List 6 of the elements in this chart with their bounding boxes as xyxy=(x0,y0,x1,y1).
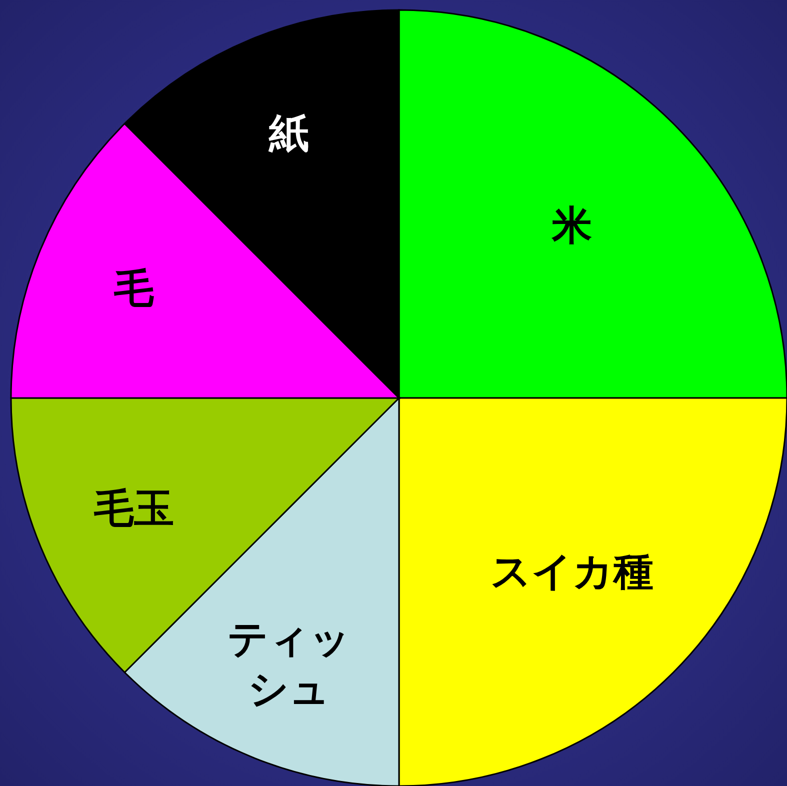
slice-label: 紙 xyxy=(268,110,310,157)
slice-label: スイカ種 xyxy=(490,548,654,595)
slice-label: 毛 xyxy=(112,266,154,312)
slice-label: 米 xyxy=(550,203,592,250)
slice-label: 毛玉 xyxy=(92,486,174,532)
slice-label: ティッシュ xyxy=(228,616,351,712)
